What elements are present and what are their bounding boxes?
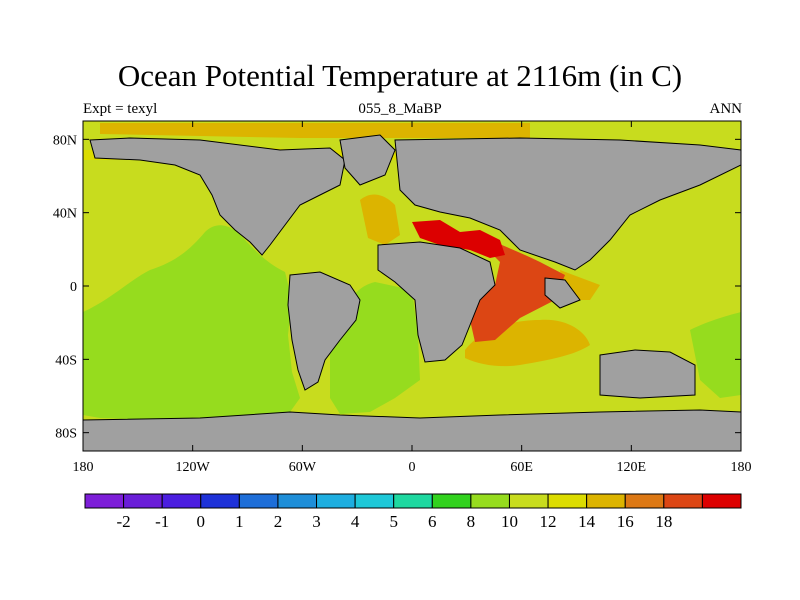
region-red-sea-16-18 [470, 232, 565, 342]
colorbar-swatch [393, 493, 433, 509]
colorbar-swatch [123, 493, 163, 509]
colorbar-swatch [470, 493, 510, 509]
map-title: Ocean Potential Temperature at 2116m (in… [117, 58, 683, 93]
y-axis: 80N 40N 0 40S 80S [53, 133, 741, 442]
colorbar-label: 2 [274, 512, 283, 531]
experiment-label: Expt = texyl [83, 101, 158, 117]
colorbar-label: 0 [197, 512, 206, 531]
colorbar-swatch [663, 493, 703, 509]
region-southwest-pacific-10-12 [690, 312, 741, 398]
x-tick-label: 60E [510, 460, 533, 475]
x-tick-label: 120E [617, 460, 647, 475]
y-tick-label: 40N [53, 207, 77, 222]
colorbar-swatch [547, 493, 588, 509]
land-masses [83, 134, 741, 451]
colorbar-label: -2 [117, 512, 131, 531]
colorbar-swatch [200, 493, 240, 509]
colorbar-swatch [586, 493, 626, 509]
colorbar-swatch [624, 493, 665, 509]
x-tick-label: 120W [176, 460, 211, 475]
x-axis: 180 120W 60W 0 60E 120E 180 [73, 121, 752, 475]
colorbar: -2 -1 0 1 2 3 4 5 6 8 10 12 14 16 18 [84, 493, 742, 531]
colorbar-swatch [508, 493, 549, 509]
colorbar-swatch [161, 493, 202, 509]
x-tick-label: 0 [409, 460, 416, 475]
region-arctic-14-16 [100, 123, 530, 138]
colorbar-label: 14 [578, 512, 596, 531]
region-mediterranean-14-16 [360, 194, 400, 245]
land-india [544, 277, 581, 309]
land-australia [599, 349, 696, 399]
colorbar-swatch [316, 493, 356, 509]
colorbar-swatch [431, 493, 472, 509]
region-tethys-above-18 [412, 220, 505, 258]
region-pacific-10-12 [83, 225, 300, 420]
colorbar-swatch [354, 493, 395, 509]
colorbar-label: -1 [155, 512, 169, 531]
colorbar-label: 10 [501, 512, 518, 531]
season-label: ANN [709, 101, 743, 117]
colorbar-label: 12 [540, 512, 557, 531]
land-south-america [287, 271, 361, 391]
x-tick-label: 60W [289, 460, 317, 475]
colorbar-label: 5 [389, 512, 398, 531]
colorbar-swatch [277, 493, 318, 509]
land-antarctica [83, 409, 741, 451]
colorbar-label: 16 [617, 512, 634, 531]
land-north-america [89, 137, 346, 256]
colorbar-label: 4 [351, 512, 360, 531]
y-tick-label: 80N [53, 133, 77, 148]
colorbar-label: 1 [235, 512, 244, 531]
land-greenland [339, 134, 396, 186]
y-tick-label: 40S [55, 353, 77, 368]
land-eurasia [394, 137, 741, 271]
y-tick-label: 80S [55, 427, 77, 442]
map-field [83, 121, 741, 451]
x-tick-label: 180 [731, 460, 752, 475]
colorbar-swatch [84, 493, 125, 509]
land-africa [377, 241, 496, 363]
colorbar-label: 3 [312, 512, 321, 531]
colorbar-swatch [238, 493, 279, 509]
colorbar-label: 18 [655, 512, 672, 531]
period-label: 055_8_MaBP [358, 101, 442, 117]
colorbar-label: 6 [428, 512, 437, 531]
colorbar-swatch [701, 493, 742, 509]
colorbar-label: 8 [467, 512, 476, 531]
y-tick-label: 0 [70, 280, 77, 295]
x-tick-label: 180 [73, 460, 94, 475]
